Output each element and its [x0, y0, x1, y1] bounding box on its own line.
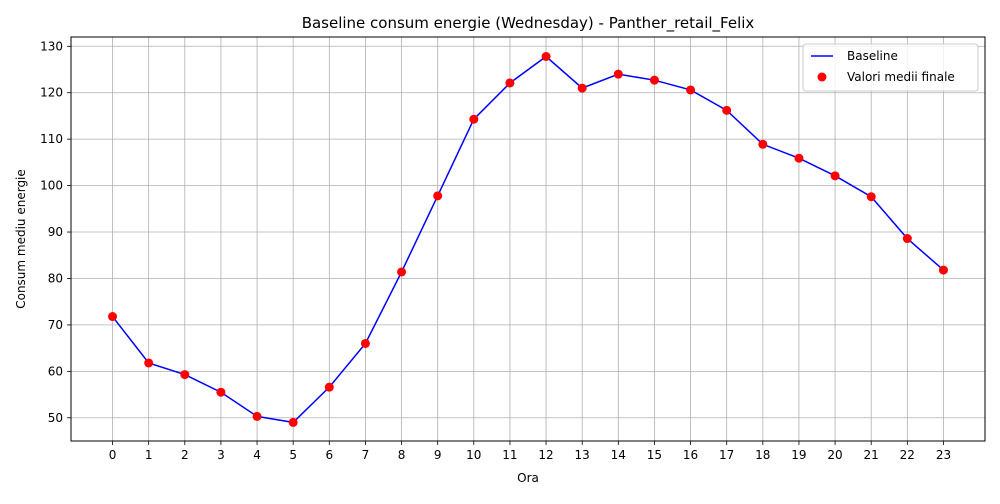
- x-tick-label: 1: [145, 448, 153, 462]
- scatter-point: [794, 153, 804, 163]
- x-tick-label: 22: [900, 448, 915, 462]
- scatter-point: [469, 114, 479, 124]
- x-tick-label: 6: [325, 448, 333, 462]
- scatter-point: [288, 417, 298, 427]
- scatter-point: [397, 267, 407, 277]
- y-tick-label: 90: [48, 225, 63, 239]
- x-tick-label: 7: [362, 448, 370, 462]
- scatter-point: [360, 338, 370, 348]
- grid-lines: [71, 37, 985, 441]
- scatter-point: [108, 312, 118, 322]
- x-tick-label: 4: [253, 448, 261, 462]
- scatter-point: [216, 387, 226, 397]
- scatter-point: [541, 52, 551, 62]
- scatter-point: [649, 75, 659, 85]
- x-tick-label: 17: [719, 448, 734, 462]
- scatter-point: [252, 411, 262, 421]
- x-tick-label: 2: [181, 448, 189, 462]
- x-tick-label: 3: [217, 448, 225, 462]
- legend: Baseline Valori medii finale: [802, 43, 979, 92]
- y-tick-label: 130: [40, 39, 63, 53]
- x-tick-label: 16: [683, 448, 698, 462]
- series-line-baseline: [111, 55, 944, 424]
- y-tick-label: 50: [48, 411, 63, 425]
- scatter-point: [144, 358, 154, 368]
- plot-area-frame: [70, 36, 986, 442]
- x-tick-label: 10: [466, 448, 481, 462]
- y-tick-label: 60: [48, 364, 63, 378]
- chart-title: Baseline consum energie (Wednesday) - Pa…: [302, 14, 755, 33]
- x-tick-label: 11: [502, 448, 517, 462]
- legend-label-valori: Valori medii finale: [847, 70, 955, 84]
- scatter-point: [505, 78, 515, 88]
- scatter-point: [577, 83, 587, 93]
- x-axis-ticks: 0 1 2 3 4 5 6 7 8 9 10 11 12 13 14 15 16 17 18 19 20 21 22 23: [109, 441, 951, 462]
- y-axis-ticks: 50 60 70 80 90 100 110 120 130: [40, 39, 71, 425]
- legend-label-baseline: Baseline: [847, 49, 898, 63]
- x-tick-label: 9: [434, 448, 442, 462]
- x-tick-label: 20: [827, 448, 842, 462]
- x-tick-label: 14: [611, 448, 626, 462]
- legend-box: [802, 43, 979, 92]
- y-tick-label: 100: [40, 179, 63, 193]
- scatter-point: [613, 69, 623, 79]
- scatter-point: [722, 105, 732, 115]
- scatter-point: [830, 171, 840, 181]
- x-tick-label: 18: [755, 448, 770, 462]
- x-tick-label: 23: [936, 448, 951, 462]
- x-tick-label: 15: [647, 448, 662, 462]
- scatter-point: [433, 191, 443, 201]
- x-tick-label: 13: [575, 448, 590, 462]
- y-tick-label: 110: [40, 132, 63, 146]
- x-tick-label: 5: [289, 448, 297, 462]
- scatter-point: [902, 234, 912, 244]
- scatter-point: [938, 265, 948, 275]
- x-tick-label: 21: [864, 448, 879, 462]
- scatter-point: [324, 382, 334, 392]
- scatter-point: [686, 85, 696, 95]
- x-tick-label: 8: [398, 448, 406, 462]
- x-tick-label: 0: [109, 448, 117, 462]
- y-axis-label: Consum mediu energie: [14, 169, 28, 309]
- scatter-point: [180, 370, 190, 380]
- legend-marker-swatch: [817, 72, 827, 82]
- x-tick-label: 19: [791, 448, 806, 462]
- x-axis-label: Ora: [517, 471, 539, 485]
- y-tick-label: 70: [48, 318, 63, 332]
- y-tick-label: 80: [48, 271, 63, 285]
- series-layer: [108, 52, 948, 427]
- scatter-point: [758, 139, 768, 149]
- scatter-point: [866, 192, 876, 202]
- x-tick-label: 12: [538, 448, 553, 462]
- y-tick-label: 120: [40, 86, 63, 100]
